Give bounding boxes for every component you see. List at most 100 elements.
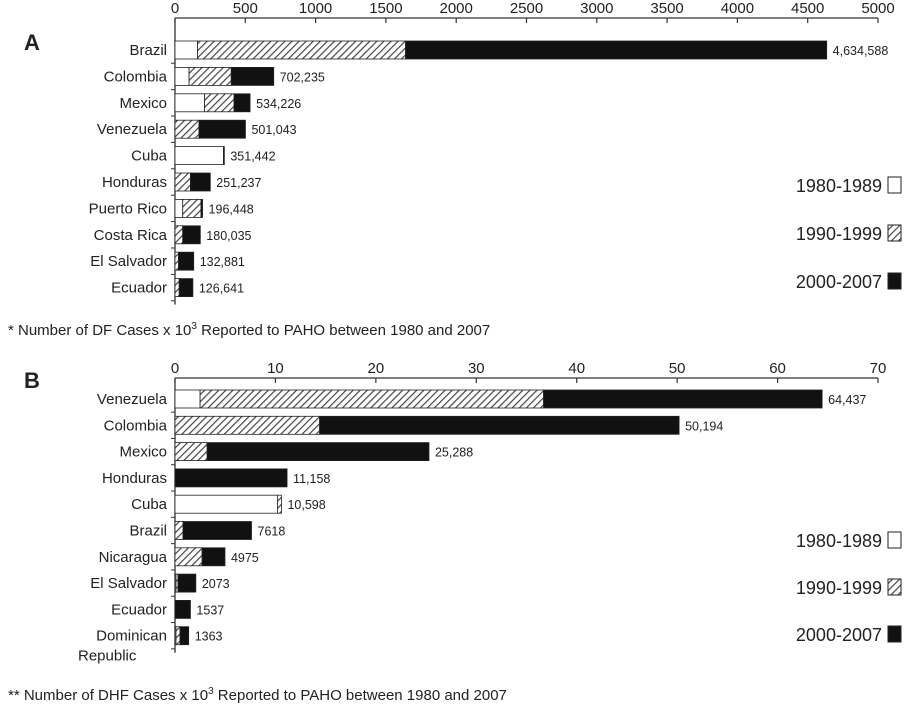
panel-a-bar-ecuador-1990-1999	[174, 278, 180, 298]
panel-a-footnote-exponent: 3	[191, 321, 197, 332]
panel-b-bar-ecuador-2000-2007	[174, 600, 191, 619]
panel-b-x-tick-label-50: 50	[669, 360, 686, 377]
panel-a-bar-mexico-1980-1989	[174, 93, 205, 113]
panel-a-total-label-brazil: 4,634,588	[833, 44, 889, 58]
panel-b-total-label-el-salvador: 2073	[202, 577, 230, 591]
panel-b-bar-cuba-1990-1999	[277, 494, 282, 514]
panel-a-bar-colombia-2000-2007	[230, 67, 275, 86]
panel-a-bar-el-salvador-1990-1999	[174, 251, 179, 271]
panel-b-total-label-nicaragua: 4975	[231, 551, 259, 565]
panel-a-category-label-el-salvador: El Salvador	[90, 253, 167, 270]
panel-b-total-label-cuba: 10,598	[287, 498, 325, 512]
panel-b-total-label-mexico: 25,288	[435, 446, 473, 460]
panel-b-legend-swatch-1990-1999	[887, 578, 902, 596]
panel-b-bar-nicaragua-1990-1999	[174, 547, 203, 567]
panel-b-bar-colombia-1990-1999	[174, 415, 321, 435]
panel-a-bar-cuba-2000-2007	[223, 146, 225, 166]
panel-b-bar-el-salvador-2000-2007	[177, 573, 197, 593]
panel-a-category-label-colombia: Colombia	[104, 68, 168, 85]
panel-b-x-tick-label-20: 20	[368, 360, 385, 377]
panel-a-x-tick-label-4500: 4500	[791, 0, 824, 17]
panel-b-bar-mexico-2000-2007	[206, 442, 430, 462]
panel-a-category-label-puerto-rico: Puerto Rico	[89, 200, 167, 217]
panel-a-total-label-costa-rica: 180,035	[206, 229, 251, 243]
panel-a-legend-swatch-1980-1989	[887, 176, 902, 194]
panel-b-category-label-el-salvador: El Salvador	[90, 575, 167, 592]
panel-a-bar-brazil-1980-1989	[174, 40, 198, 60]
panel-b-bar-brazil-1990-1999	[174, 521, 184, 540]
panel-a-bar-costa-rica-2000-2007	[182, 225, 201, 245]
panel-a-bar-mexico-2000-2007	[233, 93, 251, 113]
panel-a-total-label-colombia: 702,235	[280, 70, 325, 84]
panel-b-bar-dominican-republic-2000-2007	[179, 626, 190, 646]
panel-a-category-label-mexico: Mexico	[119, 95, 167, 112]
panel-a-footnote: * Number of DF Cases x 103 Reported to P…	[8, 321, 490, 339]
panel-b-total-label-dominican-republic: 1363	[195, 630, 223, 644]
panel-b-legend-swatch-2000-2007	[887, 625, 902, 643]
panel-b-category-label-line-2: Republic	[78, 648, 137, 665]
panel-a-x-tick-label-1000: 1000	[299, 0, 332, 17]
panel-b-footnote-rest: Reported to PAHO between 1980 and 2007	[214, 687, 507, 704]
panel-b-bars: Venezuela 64,437 Colombia 50,194 Mexico 25,28…	[78, 389, 866, 665]
panel-a-bar-venezuela-1990-1999	[174, 119, 200, 139]
panel-b-x-tick-label-70: 70	[870, 360, 887, 377]
panel-a-bar-colombia-1990-1999	[188, 67, 232, 86]
panel-b-bar-mexico-1990-1999	[174, 442, 208, 462]
panel-a-total-label-honduras: 251,237	[216, 176, 261, 190]
panel-a-chart: A 0 500 1000 1500 2000 2500 3000 3500 4000 4500 50…	[8, 0, 902, 339]
panel-a-category-label-ecuador: Ecuador	[111, 280, 167, 297]
panel-a-x-tick-label-3000: 3000	[580, 0, 613, 17]
panel-b-category-label-colombia: Colombia	[104, 417, 168, 434]
panel-b-letter: B	[24, 368, 40, 393]
panel-a-bar-cuba-1980-1989	[174, 146, 224, 166]
panel-a-total-label-cuba: 351,442	[230, 150, 275, 164]
panel-b-legend: 1980-1989 1990-1999 2000-2007	[796, 531, 902, 645]
panel-a-legend-swatch-1990-1999	[887, 224, 902, 242]
panel-b-x-tick-label-40: 40	[568, 360, 585, 377]
panel-a-x-tick-label-500: 500	[233, 0, 258, 17]
panel-b-bar-venezuela-1980-1989	[174, 389, 201, 409]
panel-a-x-tick-label-5000: 5000	[861, 0, 894, 17]
panel-a-footnote-rest: Reported to PAHO between 1980 and 2007	[197, 322, 490, 339]
panel-a-bars: Brazil 4,634,588 Colombia 702,235 Mexico 534,…	[89, 40, 889, 298]
panel-b-category-label-venezuela: Venezuela	[97, 391, 168, 408]
panel-a-total-label-ecuador: 126,641	[199, 282, 244, 296]
panel-a-letter: A	[24, 30, 40, 55]
panel-b-chart: B 0 10 20 30 40 50 60 70 Venezuela 64,437 Colombi…	[8, 360, 902, 704]
panel-a-legend: 1980-1989 1990-1999 2000-2007	[796, 176, 902, 292]
panel-a-bar-el-salvador-2000-2007	[178, 251, 195, 271]
panel-b-x-tick-label-10: 10	[267, 360, 284, 377]
panel-b-legend-label-1990-1999: 1990-1999	[796, 578, 882, 598]
panel-b-legend-label-1980-1989: 1980-1989	[796, 531, 882, 551]
panel-a-bar-costa-rica-1990-1999	[174, 225, 184, 245]
panel-b-category-label-mexico: Mexico	[119, 444, 167, 461]
panel-b-bar-cuba-1980-1989	[174, 494, 278, 514]
panel-a-bar-venezuela-2000-2007	[198, 119, 246, 139]
panel-b-total-label-honduras: 11,158	[293, 472, 330, 486]
panel-b-category-label-cuba: Cuba	[131, 496, 168, 513]
panel-a-x-tick-label-0: 0	[171, 0, 179, 17]
panel-b-footnote-exponent: 3	[208, 686, 214, 697]
panel-a-bar-brazil-2000-2007	[405, 40, 828, 60]
panel-a-bar-puerto-rico-1990-1999	[182, 198, 202, 218]
panel-a-bar-honduras-2000-2007	[190, 172, 211, 192]
panel-b-legend-label-2000-2007: 2000-2007	[796, 625, 882, 645]
panel-b-category-label-ecuador: Ecuador	[111, 601, 167, 618]
panel-a-bar-brazil-1990-1999	[197, 40, 406, 60]
panel-b-bar-venezuela-2000-2007	[543, 389, 823, 409]
panel-a-total-label-venezuela: 501,043	[251, 123, 296, 137]
panel-b-footnote: ** Number of DHF Cases x 103 Reported to…	[8, 686, 507, 704]
panel-b-category-label-dominican-republic: Dominican Republic	[78, 628, 167, 665]
panel-b-category-label-nicaragua: Nicaragua	[99, 549, 168, 566]
panel-a-category-label-cuba: Cuba	[131, 148, 168, 165]
panel-a-total-label-mexico: 534,226	[256, 97, 301, 111]
panel-a-x-tick-label-2500: 2500	[510, 0, 543, 17]
panel-a-legend-label-1980-1989: 1980-1989	[796, 176, 882, 196]
panel-a-x-tick-label-3500: 3500	[650, 0, 683, 17]
panel-b-x-tick-label-0: 0	[171, 360, 179, 377]
panel-a-x-axis: 0 500 1000 1500 2000 2500 3000 3500 4000 4500 5000	[171, 0, 895, 305]
panel-a-x-tick-label-2000: 2000	[440, 0, 473, 17]
panel-b-category-label-brazil: Brazil	[129, 523, 167, 540]
panel-b-category-label-line-1: Dominican	[96, 628, 167, 645]
panel-b-footnote-text: ** Number of DHF Cases x 10	[8, 687, 208, 704]
